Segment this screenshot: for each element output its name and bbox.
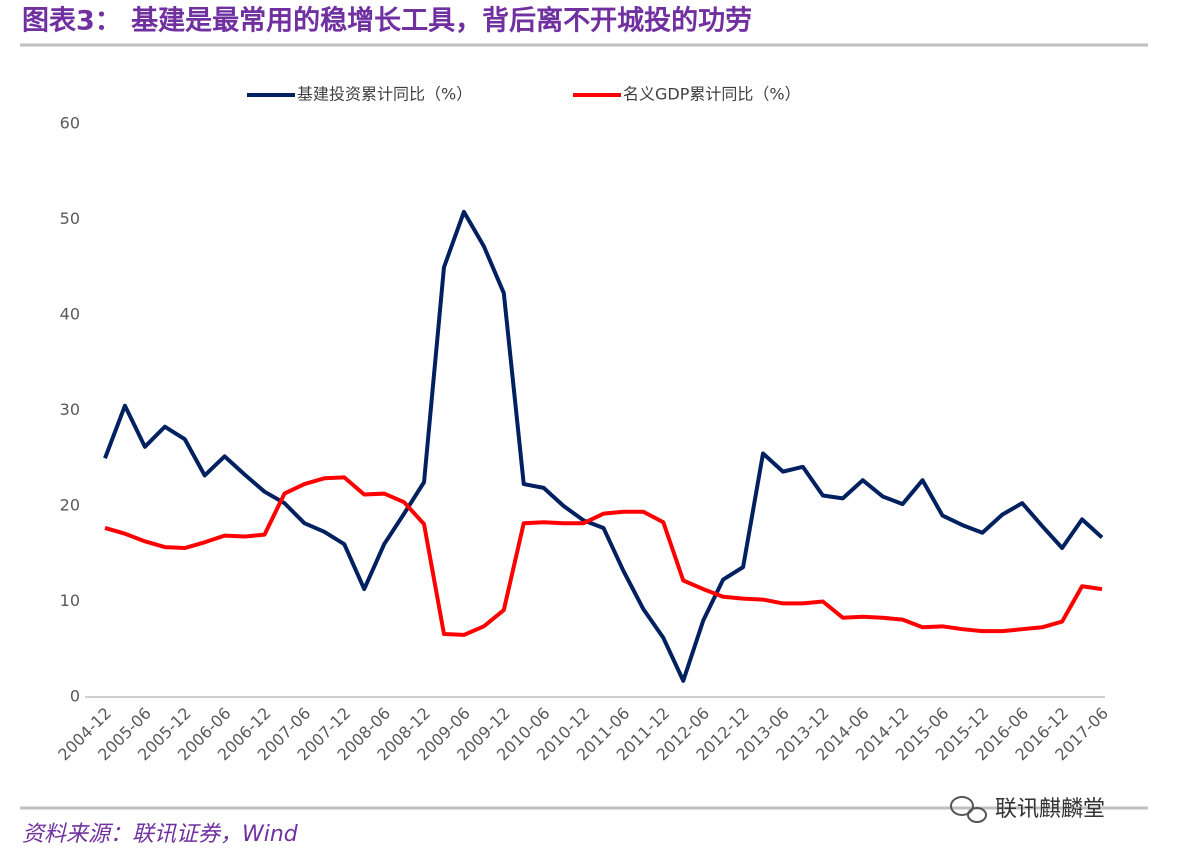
series-line (104, 475, 1103, 637)
source-note: 资料来源：联讯证券，Wind (22, 822, 299, 847)
y-tick-label: 50 (60, 209, 80, 228)
y-tick-label: 40 (60, 305, 80, 324)
y-tick-label: 10 (60, 591, 80, 610)
y-tick-label: 20 (60, 496, 80, 515)
series-line (103, 209, 1104, 683)
chart-title: 图表3： 基建是最常用的稳增长工具，背后离不开城投的功劳 (22, 5, 752, 37)
y-tick-label: 60 (60, 114, 80, 133)
watermark: 联讯麒麟堂 (995, 797, 1105, 822)
legend-label: 基建投资累计同比（%） (297, 85, 472, 104)
watermark-icon (950, 796, 987, 823)
y-tick-label: 0 (70, 687, 80, 706)
y-tick-label: 30 (60, 400, 80, 419)
legend-label: 名义GDP累计同比（%） (623, 85, 801, 104)
